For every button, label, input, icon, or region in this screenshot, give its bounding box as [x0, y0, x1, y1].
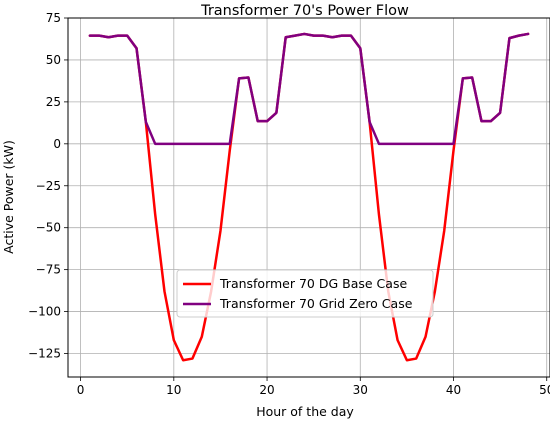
y-tick-label: 50 — [46, 53, 61, 67]
x-axis-label: Hour of the day — [256, 404, 354, 419]
chart-title: Transformer 70's Power Flow — [200, 3, 409, 19]
y-tick-label: −25 — [36, 179, 61, 193]
legend-label-dg-base-case: Transformer 70 DG Base Case — [219, 276, 407, 291]
series-line-grid-zero-case — [88, 32, 530, 146]
x-tick-label: 0 — [77, 383, 85, 397]
x-tick-label: 40 — [446, 383, 461, 397]
y-tick-label: −50 — [36, 221, 61, 235]
legend-box — [176, 269, 434, 318]
y-tick-label: −100 — [28, 305, 61, 319]
y-tick-label: −75 — [36, 263, 61, 277]
plot-frame — [67, 17, 550, 378]
series-lines — [88, 32, 530, 362]
x-tick-label: 10 — [166, 383, 181, 397]
y-tick-label: 0 — [53, 137, 61, 151]
x-tick-label: 20 — [259, 383, 274, 397]
y-tick-label: −125 — [28, 347, 61, 361]
axis-ticks: 0 10 20 30 40 50 −125 −100 −75 −50 −25 0 25 50 75 — [28, 11, 550, 397]
y-tick-label: 75 — [46, 11, 61, 25]
legend-label-grid-zero-case: Transformer 70 Grid Zero Case — [219, 296, 413, 311]
legend: Transformer 70 DG Base Case Transformer … — [176, 269, 434, 318]
y-axis-label: Active Power (kW) — [1, 140, 16, 254]
y-tick-label: 25 — [46, 95, 61, 109]
x-tick-label: 30 — [353, 383, 368, 397]
x-tick-label: 50 — [539, 383, 550, 397]
